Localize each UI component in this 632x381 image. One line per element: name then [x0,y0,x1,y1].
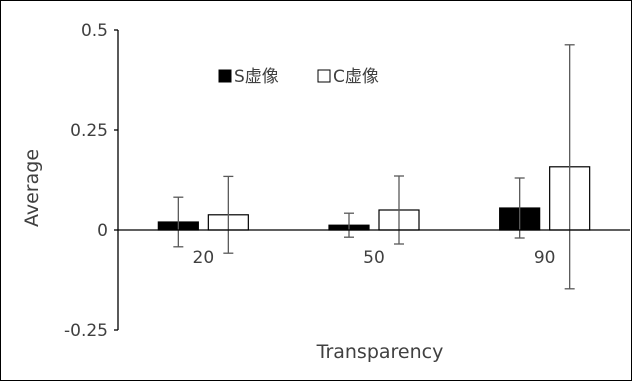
y-axis-title: Average [21,149,43,227]
x-tick-label: 90 [534,248,556,268]
y-tick-label: -0.25 [64,321,108,341]
legend-label-s: S虚像 [234,67,279,87]
y-tick-label: 0.25 [70,121,108,141]
x-axis: 20 50 90 [118,229,630,268]
legend-label-c: C虚像 [333,67,379,87]
x-tick-label: 50 [363,248,385,268]
error-bars [173,44,575,290]
legend-swatch-s [218,69,232,83]
legend: S虚像 C虚像 [218,67,379,87]
y-tick-label: 0 [97,221,108,241]
legend-swatch-c [317,69,331,83]
x-axis-title: Transparency [316,341,444,363]
y-axis: 0.5 0.25 0 -0.25 [64,21,119,341]
x-tick-label: 20 [193,248,215,268]
y-tick-label: 0.5 [81,21,108,41]
bars [157,166,591,231]
